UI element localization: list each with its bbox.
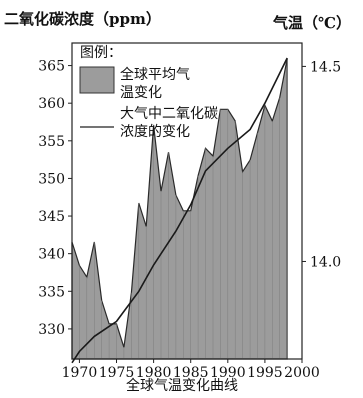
temperature-area <box>71 58 288 360</box>
y-right-tick-label: 14.5 <box>310 59 341 75</box>
y-left-tick-label: 355 <box>38 134 65 150</box>
x-tick-label: 2000 <box>284 365 320 381</box>
y-left-axis-title: 二氧化碳浓度（ppm） <box>4 10 161 28</box>
plot-frame <box>71 42 303 360</box>
legend-label-temperature: 全球平均气 温变化 <box>120 66 194 101</box>
x-tick-label: 1990 <box>210 365 246 381</box>
x-tick-label: 1980 <box>136 365 172 381</box>
co2-line <box>71 57 288 364</box>
co2-line-series <box>71 57 288 364</box>
y-left-tick-label: 335 <box>38 284 65 300</box>
x-tick-label: 1970 <box>62 365 98 381</box>
legend-title: 图例： <box>80 45 122 61</box>
y-left-tick-label: 345 <box>38 209 65 225</box>
y-left-tick-label: 330 <box>38 322 65 338</box>
x-tick-label: 1985 <box>173 365 209 381</box>
temperature-area-series <box>71 58 288 360</box>
x-tick-label: 1975 <box>99 365 135 381</box>
y-right-axis-title: 气温（℃） <box>272 14 351 32</box>
legend-swatch-temperature <box>79 66 115 94</box>
y-left-tick-label: 350 <box>38 171 65 187</box>
x-tick-label: 1995 <box>247 365 283 381</box>
y-left-tick-label: 365 <box>38 59 65 75</box>
y-right-tick-label: 14.0 <box>310 254 341 270</box>
y-left-tick-label: 360 <box>38 96 65 112</box>
chart-caption: 全球气温变化曲线 <box>126 377 238 394</box>
y-left-tick-label: 340 <box>38 247 65 263</box>
axis-ticks: 1970 1975 1980 1985 1990 1995 2000 365 360 355 350… <box>38 59 341 381</box>
legend: 图例： 全球平均气 温变化 大气中二氧化碳 浓度的变化 <box>79 45 222 140</box>
legend-label-co2: 大气中二氧化碳 浓度的变化 <box>120 106 222 140</box>
